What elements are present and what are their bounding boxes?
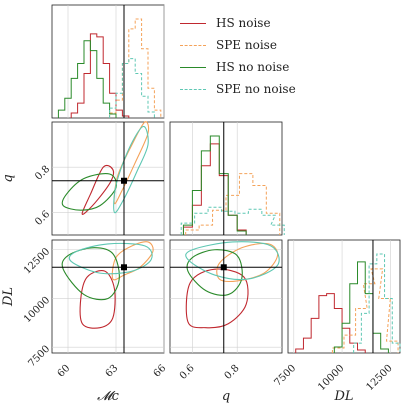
legend-swatch (180, 22, 206, 24)
x-tick-label-q: 0.6 (178, 363, 197, 382)
x-tick-label-dl: 7500 (272, 363, 298, 389)
contour-q-mc-spe-no-noise (113, 125, 149, 214)
contour-dl-mc-spe-no-noise (68, 242, 153, 275)
contour-dl-mc-hs-no-noise (61, 247, 120, 301)
legend-item-hs-noise: HS noise (180, 12, 330, 34)
truth-marker (121, 264, 127, 271)
x-axis-label-dl: DL (333, 389, 353, 404)
legend-label: HS no noise (216, 60, 290, 74)
contour-dl-mc-spe-noise (111, 241, 154, 281)
contour-dl-q-spe-no-noise (185, 241, 280, 281)
y-tick-label-q: 0.8 (33, 164, 52, 183)
legend-label: SPE no noise (216, 82, 296, 96)
panel-dl-q (169, 239, 283, 354)
histogram-q-hs-no-noise (182, 135, 247, 235)
x-tick-label-dl: 12500 (364, 363, 394, 393)
truth-marker (121, 177, 127, 184)
y-tick-label-dl: 7500 (26, 344, 52, 370)
truth-marker (220, 264, 227, 271)
histogram-dl-hs-no-noise (333, 261, 389, 353)
histogram-dl-spe-noise (331, 268, 399, 353)
y-tick-label-dl: 12500 (22, 246, 52, 276)
x-axis-label-mc: 𝓜c (97, 389, 120, 404)
panel-dl-mc (51, 239, 165, 354)
y-tick-label-dl: 10000 (22, 295, 52, 325)
legend-item-hs-no-noise: HS no noise (180, 56, 330, 78)
contour-q-mc-spe-noise (113, 121, 150, 205)
histogram-mc-hs-noise (70, 33, 130, 118)
legend-swatch (180, 66, 206, 68)
contour-q-mc-hs-noise (81, 164, 115, 215)
x-tick-label-mc: 66 (152, 363, 169, 380)
panel-q-q (169, 121, 283, 236)
panel-mc-mc (51, 4, 165, 119)
contour-q-mc-hs-no-noise (61, 173, 117, 211)
contour-dl-mc-hs-noise (79, 270, 116, 329)
legend-label: HS noise (216, 16, 271, 30)
panel-q-mc (51, 121, 165, 236)
legend-swatch (180, 88, 206, 90)
histogram-mc-spe-no-noise (109, 58, 155, 118)
panel-dl-dl (287, 239, 401, 354)
x-tick-label-mc: 63 (104, 363, 121, 380)
y-axis-label-dl: DL (1, 287, 16, 307)
histogram-q-spe-no-noise (180, 206, 285, 235)
contour-dl-q-spe-noise (216, 242, 279, 283)
legend-label: SPE noise (216, 38, 277, 52)
contour-dl-q-hs-noise (185, 268, 249, 329)
histogram-dl-spe-no-noise (353, 253, 401, 353)
legend-item-spe-no-noise: SPE no noise (180, 78, 330, 100)
y-axis-label-q: q (1, 174, 16, 182)
contour-dl-q-hs-no-noise (186, 249, 243, 296)
histogram-q-spe-noise (185, 173, 281, 235)
legend-swatch (180, 44, 206, 46)
x-tick-label-q: 0.8 (223, 363, 242, 382)
legend-item-spe-noise: SPE noise (180, 34, 330, 56)
x-tick-label-mc: 60 (56, 363, 73, 380)
legend: HS noise SPE noise HS no noise SPE no no… (180, 12, 330, 100)
histogram-mc-hs-no-noise (57, 40, 117, 118)
y-tick-label-q: 0.6 (33, 209, 52, 228)
x-axis-label-q: q (222, 389, 230, 404)
